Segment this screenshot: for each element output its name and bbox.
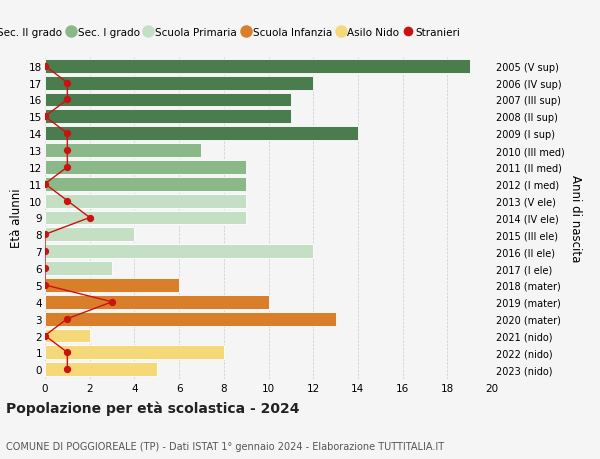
Point [40, 265, 50, 272]
Bar [45, 211, 246, 225]
Bar [45, 262, 112, 275]
Point [62, 315, 72, 323]
Bar [45, 161, 246, 174]
Bar [45, 77, 313, 90]
Bar [45, 363, 157, 376]
Legend: Sec. II grado, Sec. I grado, Scuola Primaria, Scuola Infanzia, Asilo Nido, Stran: Sec. II grado, Sec. I grado, Scuola Prim… [0, 24, 464, 42]
Point [40, 63, 50, 70]
Text: Popolazione per età scolastica - 2024: Popolazione per età scolastica - 2024 [6, 401, 299, 415]
Bar [45, 346, 224, 359]
Point [62, 197, 72, 205]
Point [40, 248, 50, 255]
Point [62, 164, 72, 171]
Bar [45, 245, 313, 258]
Point [62, 366, 72, 373]
Y-axis label: Età alunni: Età alunni [10, 188, 23, 248]
Bar [45, 279, 179, 292]
Point [62, 96, 72, 104]
Point [62, 349, 72, 356]
Bar [45, 127, 358, 141]
Point [107, 298, 117, 306]
Point [40, 332, 50, 340]
Text: COMUNE DI POGGIOREALE (TP) - Dati ISTAT 1° gennaio 2024 - Elaborazione TUTTITALI: COMUNE DI POGGIOREALE (TP) - Dati ISTAT … [6, 441, 444, 451]
Point [85, 214, 95, 222]
Bar [45, 194, 246, 208]
Bar [45, 312, 335, 326]
Bar [45, 329, 90, 343]
Point [62, 80, 72, 87]
Point [62, 147, 72, 154]
Y-axis label: Anni di nascita: Anni di nascita [569, 174, 581, 262]
Point [40, 113, 50, 121]
Point [40, 181, 50, 188]
Point [40, 231, 50, 239]
Bar [45, 60, 470, 73]
Bar [45, 295, 269, 309]
Bar [45, 228, 134, 242]
Point [40, 282, 50, 289]
Bar [45, 93, 291, 107]
Bar [45, 110, 291, 124]
Point [62, 130, 72, 138]
Bar [45, 178, 246, 191]
Bar [45, 144, 202, 157]
